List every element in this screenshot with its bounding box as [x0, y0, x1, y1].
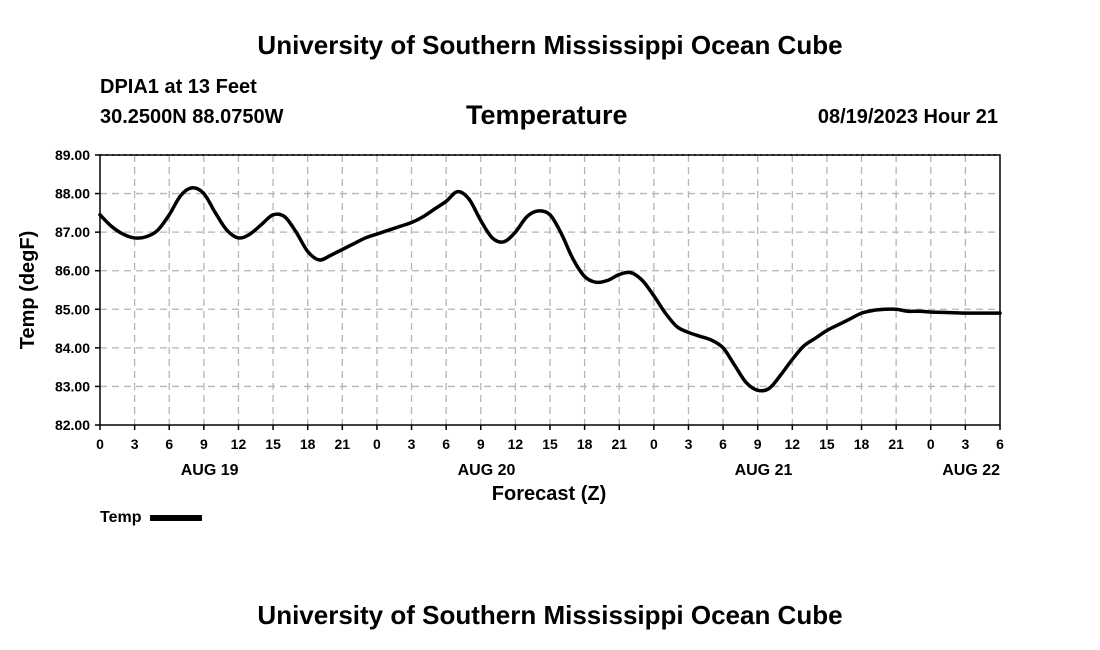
- x-tick-label: 3: [408, 436, 416, 452]
- x-tick-label: 21: [611, 436, 627, 452]
- x-tick-label: 9: [754, 436, 762, 452]
- x-tick-label: 12: [508, 436, 524, 452]
- x-tick-label: 0: [650, 436, 658, 452]
- series-layer: [98, 186, 1002, 393]
- x-tick-label: 6: [165, 436, 173, 452]
- day-label: AUG 22: [942, 462, 1000, 479]
- variable-title: Temperature: [466, 100, 628, 130]
- y-tick-label: 83.00: [55, 378, 90, 394]
- chart-title-bottom: University of Southern Mississippi Ocean…: [257, 600, 843, 630]
- x-tick-label: 9: [200, 436, 208, 452]
- x-tick-label: 21: [888, 436, 904, 452]
- station-name: DPIA1 at 13 Feet: [100, 76, 257, 98]
- legend-label-temp: Temp: [100, 509, 142, 526]
- chart-title-top: University of Southern Mississippi Ocean…: [257, 30, 843, 60]
- day-label: AUG 20: [458, 462, 516, 479]
- x-tick-label: 15: [265, 436, 281, 452]
- x-tick-label: 18: [854, 436, 870, 452]
- day-label: AUG 21: [735, 462, 793, 479]
- y-tick-label: 87.00: [55, 224, 90, 240]
- y-tick-label: 82.00: [55, 417, 90, 433]
- x-tick-label: 15: [819, 436, 835, 452]
- x-tick-label: 6: [996, 436, 1004, 452]
- x-tick-label: 6: [442, 436, 450, 452]
- day-label: AUG 19: [181, 462, 239, 479]
- y-tick-label: 88.00: [55, 186, 90, 202]
- station-coordinates: 30.2500N 88.0750W: [100, 106, 284, 128]
- x-tick-label: 12: [231, 436, 247, 452]
- x-tick-label: 12: [785, 436, 801, 452]
- y-tick-label: 89.00: [55, 147, 90, 163]
- x-tick-label: 3: [961, 436, 969, 452]
- legend-swatch-temp: [150, 515, 203, 521]
- legend: Temp: [100, 509, 203, 527]
- x-tick-label: 6: [719, 436, 727, 452]
- x-tick-label: 3: [131, 436, 139, 452]
- series-line-temp: [98, 186, 1002, 393]
- x-tick-label: 3: [685, 436, 693, 452]
- y-axis-label: Temp (degF): [17, 231, 39, 350]
- x-tick-label: 0: [96, 436, 104, 452]
- forecast-datetime: 08/19/2023 Hour 21: [817, 106, 998, 128]
- grid: [100, 154, 1000, 425]
- axes: 82.00 83.00 84.00 85.00 86.00 87.00 88.00 89.00…: [55, 147, 1004, 479]
- x-tick-label: 9: [477, 436, 485, 452]
- x-tick-label: 21: [335, 436, 351, 452]
- y-tick-label: 85.00: [55, 301, 90, 317]
- y-tick-label: 86.00: [55, 263, 90, 279]
- x-tick-label: 18: [300, 436, 316, 452]
- y-tick-label: 84.00: [55, 340, 90, 356]
- x-tick-label: 15: [542, 436, 558, 452]
- x-tick-label: 0: [927, 436, 935, 452]
- x-axis-label: Forecast (Z): [492, 483, 606, 505]
- x-tick-label: 18: [577, 436, 593, 452]
- x-tick-label: 0: [373, 436, 381, 452]
